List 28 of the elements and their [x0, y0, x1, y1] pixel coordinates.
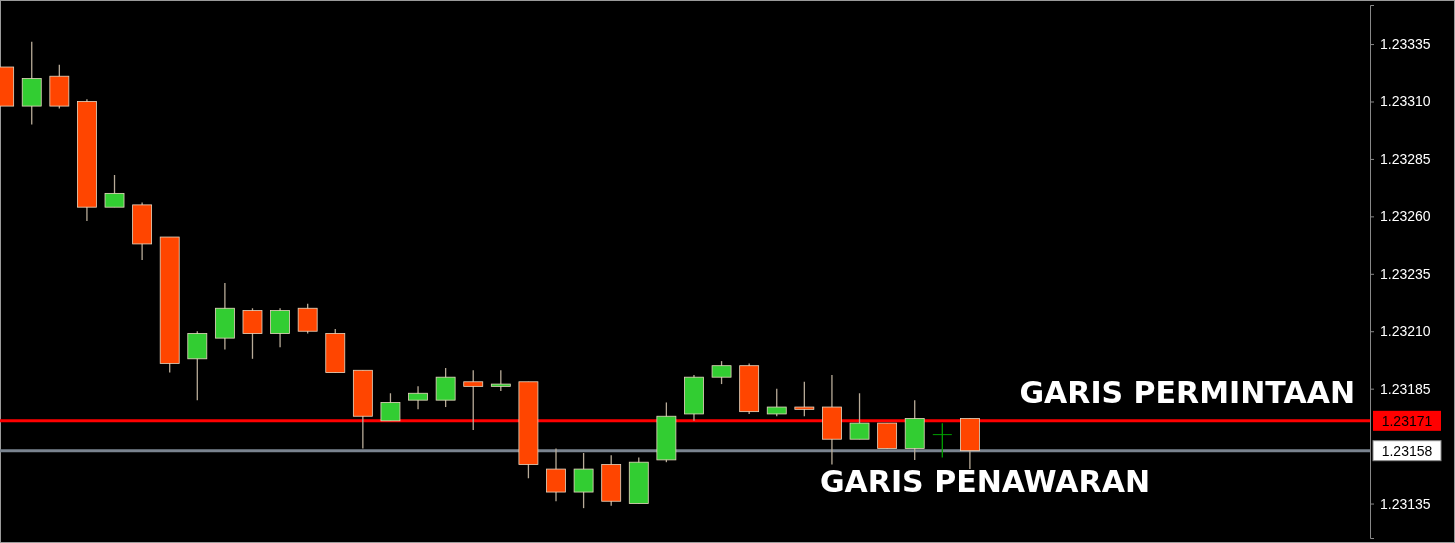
candlestick	[463, 369, 484, 431]
ref-line-label: 1.23158	[1381, 442, 1433, 459]
candlestick	[104, 174, 125, 208]
candlestick	[794, 381, 815, 417]
candlestick	[270, 307, 290, 348]
y-tick-label: 1.23135	[1380, 495, 1431, 512]
candlestick	[849, 392, 870, 440]
candlestick	[932, 422, 952, 459]
annotation: GARIS PERMINTAAN	[1019, 374, 1355, 410]
candlestick	[546, 447, 566, 502]
candlestick	[490, 369, 511, 392]
y-tick-label: 1.23285	[1380, 150, 1431, 167]
y-tick-label: 1.23260	[1380, 208, 1431, 225]
y-tick-label: 1.23310	[1380, 93, 1431, 110]
candlestick	[380, 392, 401, 422]
candlestick	[242, 307, 263, 360]
candlestick	[711, 360, 732, 385]
candlestick	[297, 303, 318, 335]
candlestick	[766, 388, 787, 417]
ref-line-label: 1.23171	[1381, 412, 1433, 429]
y-tick-label: 1.23210	[1380, 323, 1431, 340]
y-tick-label: 1.23335	[1380, 36, 1431, 53]
candlestick	[573, 452, 594, 509]
y-tick-label: 1.23185	[1380, 380, 1431, 397]
y-tick-label: 1.23235	[1380, 265, 1431, 282]
annotation: GARIS PENAWARAN	[820, 463, 1150, 499]
candlestick	[435, 367, 456, 408]
candlestick	[408, 385, 428, 410]
